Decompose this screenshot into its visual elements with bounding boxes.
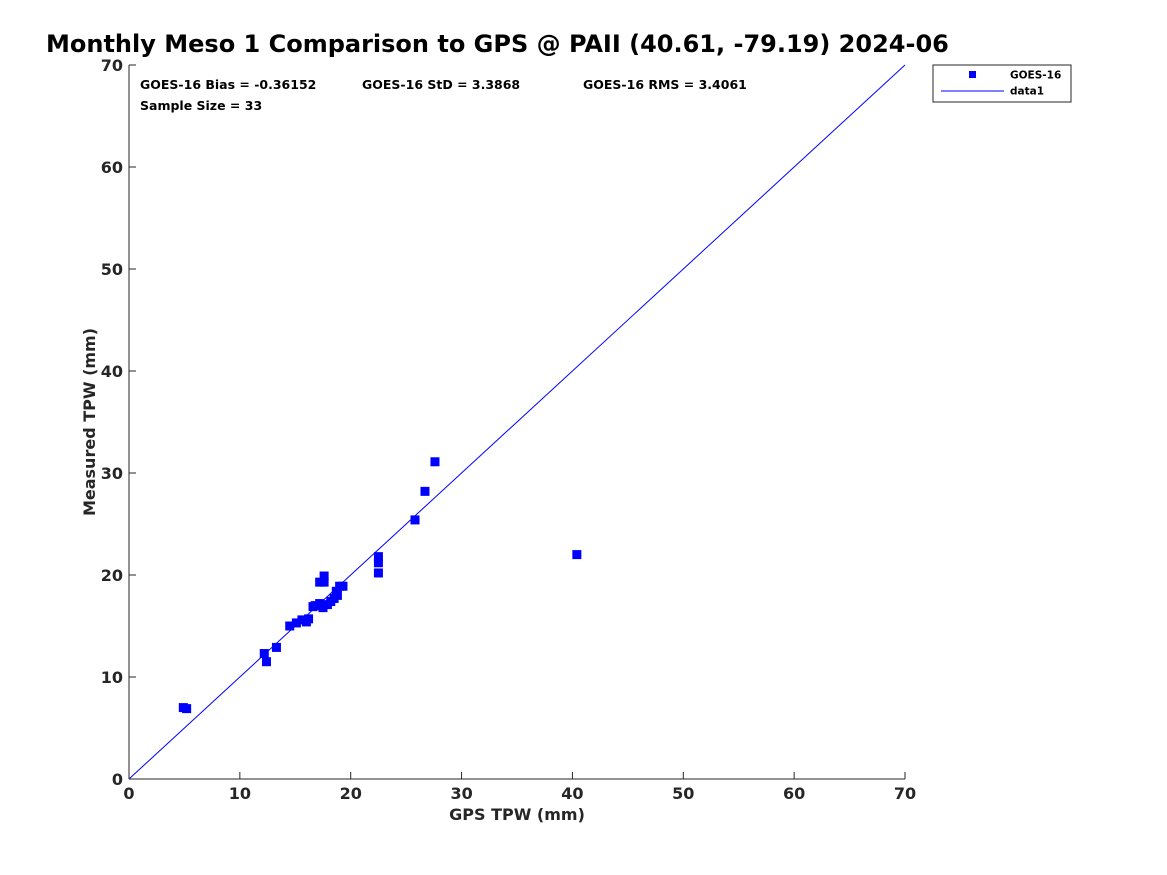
y-tick-label: 0	[112, 770, 123, 789]
x-tick-label: 10	[229, 784, 251, 803]
data-point-22	[331, 586, 341, 596]
plot-area: 0 10 20 30 40 50 60 70 0 10 20 30 40 50 60 70	[101, 56, 916, 803]
y-tick-label: 10	[101, 668, 123, 687]
data-point-5	[271, 642, 281, 652]
stat-rms: GOES-16 RMS = 3.4061	[583, 77, 747, 92]
data-point-6	[285, 621, 295, 631]
data-point-16	[319, 571, 329, 581]
x-tick-label: 60	[783, 784, 805, 803]
data-point-25	[373, 552, 383, 562]
y-tick-label: 70	[101, 56, 123, 75]
x-tick-label: 70	[894, 784, 916, 803]
data-point-7	[291, 618, 301, 628]
data-point-2	[182, 704, 192, 714]
data-point-30	[430, 457, 440, 467]
data-point-29	[420, 486, 430, 496]
x-axis-label: GPS TPW (mm)	[449, 805, 585, 824]
y-tick-label: 20	[101, 566, 123, 585]
chart-title: Monthly Meso 1 Comparison to GPS @ PAII …	[46, 30, 949, 58]
data-point-4	[261, 657, 271, 667]
stat-std: GOES-16 StD = 3.3868	[362, 77, 520, 92]
x-tick-label: 0	[123, 784, 134, 803]
data-point-17	[319, 577, 329, 587]
marks-layer	[128, 64, 906, 780]
data-point-31	[572, 550, 582, 560]
y-tick-label: 50	[101, 260, 123, 279]
y-tick-label: 40	[101, 362, 123, 381]
x-tick-label: 30	[450, 784, 472, 803]
legend-marker-goes16	[969, 71, 976, 78]
legend-label-goes16: GOES-16	[1010, 70, 1061, 82]
data-point-24	[338, 581, 348, 591]
legend-box	[932, 64, 1072, 103]
y-tick-label: 60	[101, 158, 123, 177]
x-tick-label: 40	[561, 784, 583, 803]
legend: GOES-16 data1	[932, 64, 1072, 103]
data-point-28	[410, 515, 420, 525]
data-point-27	[373, 568, 383, 578]
stat-sample-size: Sample Size = 33	[140, 98, 262, 113]
y-axis-label: Measured TPW (mm)	[80, 328, 99, 516]
series-line-data1	[128, 64, 906, 780]
data-point-26	[373, 558, 383, 568]
data-point-3	[259, 649, 269, 659]
x-tick-label: 50	[672, 784, 694, 803]
legend-label-data1: data1	[1010, 86, 1044, 98]
data-point-10	[304, 614, 314, 624]
y-tick-label: 30	[101, 464, 123, 483]
x-tick-label: 20	[340, 784, 362, 803]
ticks-layer: 0 10 20 30 40 50 60 70 0 10 20 30 40 50 60 70	[101, 56, 916, 803]
stat-bias: GOES-16 Bias = -0.36152	[140, 77, 316, 92]
